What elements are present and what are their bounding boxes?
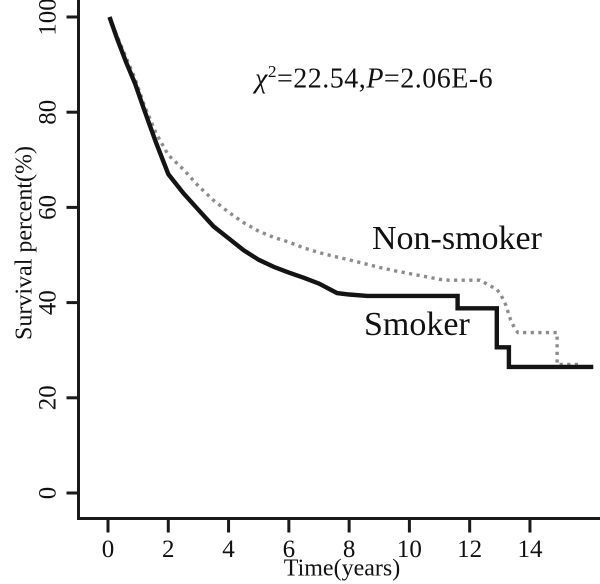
smoker-curve	[107, 16, 594, 370]
y-tick-label-40: 40	[35, 290, 62, 315]
legend-label-non-smoker: Non-smoker	[372, 220, 542, 257]
x-tick-label-10: 10	[397, 536, 422, 563]
non-smoker-curve	[107, 16, 582, 367]
annotation-p-value: =2.06E-6	[383, 63, 494, 95]
x-axis-title: Time(years)	[283, 555, 401, 582]
legend-label-smoker: Smoker	[364, 306, 470, 343]
x-tick-label-8: 8	[343, 536, 356, 563]
y-tick-label-0: 0	[35, 487, 62, 500]
chi-superscript: 2	[267, 62, 278, 81]
y-axis-title: Survival percent(%)	[11, 146, 38, 340]
p-symbol: P	[366, 63, 384, 95]
chi-square-annotation: χ2=22.54,P=2.06E-6	[255, 62, 493, 95]
x-tick-label-4: 4	[222, 536, 235, 563]
chi-symbol: χ	[255, 63, 268, 95]
x-tick-label-14: 14	[517, 536, 543, 563]
y-tick-label-20: 20	[35, 385, 62, 410]
y-tick-label-80: 80	[35, 100, 62, 125]
annotation-chisq-value: =22.54,	[277, 63, 367, 95]
y-tick-label-60: 60	[35, 195, 62, 220]
x-tick-label-12: 12	[457, 536, 482, 563]
x-tick-label-6: 6	[283, 536, 296, 563]
x-tick-label-0: 0	[102, 536, 115, 563]
y-tick-label-100: 100	[35, 0, 62, 36]
x-tick-label-2: 2	[162, 536, 175, 563]
